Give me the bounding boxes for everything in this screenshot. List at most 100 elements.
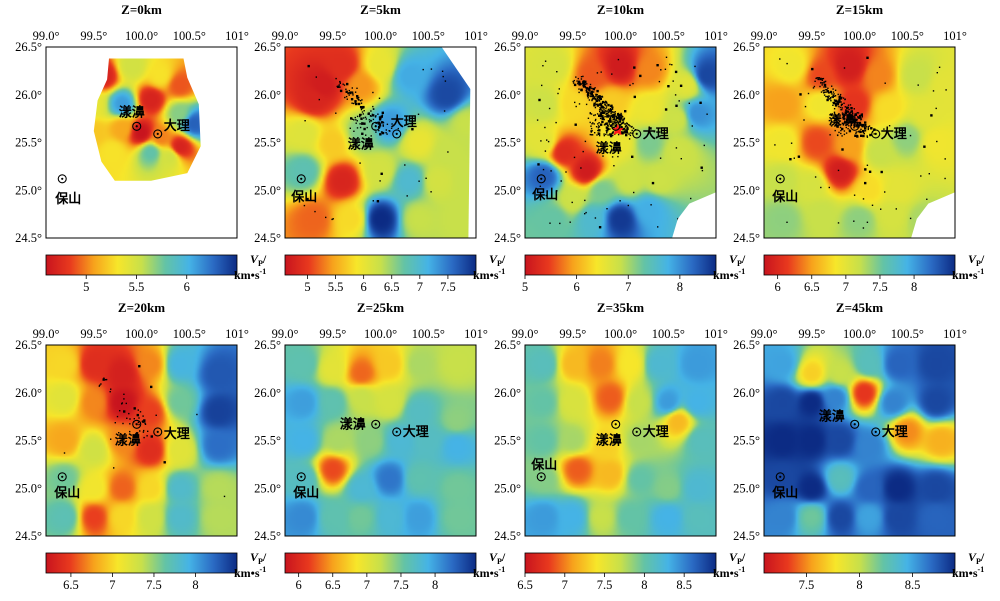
city-marker-icon bbox=[153, 427, 163, 437]
city-label-dali: 大理 bbox=[403, 424, 429, 439]
seismicity-dots bbox=[63, 365, 226, 498]
lon-tick-label: 99.0° bbox=[512, 29, 539, 43]
velocity-heatmap bbox=[764, 345, 955, 536]
lon-tick-label: 99.0° bbox=[33, 327, 60, 341]
city-marker-icon bbox=[371, 419, 381, 429]
lon-tick-label: 100.0° bbox=[364, 327, 397, 341]
lon-tick-label: 99.0° bbox=[33, 29, 60, 43]
panel-frame bbox=[763, 46, 956, 239]
panel-frame bbox=[763, 344, 956, 537]
colorbar-tick-label: 7.5 bbox=[872, 280, 888, 294]
city-label-baoshan: 保山 bbox=[53, 485, 80, 500]
colorbar-unit-label: VP/ bbox=[250, 252, 267, 268]
panel-title: Z=20km bbox=[118, 300, 165, 315]
city-label-yangbi: 漾濞 bbox=[348, 136, 374, 151]
lat-tick-label: 25.5° bbox=[494, 434, 521, 448]
city-marker-icon bbox=[871, 427, 881, 437]
colorbar-unit-label: km•s-1 bbox=[713, 267, 745, 282]
city-label-baoshan: 保山 bbox=[531, 187, 558, 202]
lat-tick-label: 24.5° bbox=[254, 231, 281, 245]
colorbar-unit-label: VP/ bbox=[968, 252, 985, 268]
velocity-heatmap bbox=[764, 47, 955, 238]
colorbar-tick-label: 8 bbox=[911, 280, 917, 294]
colorbar-tick-label: 8 bbox=[641, 578, 647, 592]
lat-tick-label: 25.0° bbox=[15, 481, 42, 495]
lat-tick-label: 25.5° bbox=[15, 434, 42, 448]
colorbar: 5 5.5 6 6.5 7 7.5 VP/km•s-1 bbox=[284, 252, 506, 294]
city-marker-icon bbox=[632, 129, 642, 139]
lon-tick-label: 99.5° bbox=[798, 327, 825, 341]
map-panel-7: Z=35km 99.0° 99.5° 100.0° 100.5° 101° 26.5° 26.… bbox=[494, 300, 746, 592]
colorbar-tick-label: 7.5 bbox=[440, 280, 456, 294]
lon-tick-label: 100.5° bbox=[173, 29, 206, 43]
lat-tick-label: 24.5° bbox=[494, 231, 521, 245]
panel-title: Z=45km bbox=[836, 300, 883, 315]
city-label-yangbi: 漾濞 bbox=[119, 104, 145, 119]
city-label-baoshan: 保山 bbox=[530, 457, 557, 472]
lat-tick-label: 26.0° bbox=[254, 386, 281, 400]
lon-tick-label: 99.5° bbox=[319, 29, 346, 43]
city-marker-icon bbox=[850, 121, 860, 131]
lon-tick-label: 101° bbox=[225, 29, 249, 43]
city-label-yangbi: 漾濞 bbox=[596, 432, 622, 447]
lon-tick-label: 100.0° bbox=[364, 29, 397, 43]
colorbar: 7.5 8 8.5 VP/km•s-1 bbox=[763, 550, 985, 592]
city-label-yangbi: 漾濞 bbox=[819, 408, 845, 423]
colorbar-tick-label: 7 bbox=[109, 578, 115, 592]
map-panel-6: Z=25km 99.0° 99.5° 100.0° 100.5° 101° 26.5° 26.… bbox=[254, 300, 506, 592]
lat-tick-label: 24.5° bbox=[733, 231, 760, 245]
lon-tick-label: 101° bbox=[464, 29, 488, 43]
colorbar-tick-label: 6.5 bbox=[63, 578, 79, 592]
velocity-heatmap bbox=[525, 47, 716, 238]
city-marker-icon bbox=[392, 427, 402, 437]
city-marker-icon bbox=[132, 121, 142, 131]
map-panel-5: Z=20km 99.0° 99.5° 100.0° 100.5° 101° 26.5° 26.… bbox=[15, 300, 267, 592]
city-marker-icon bbox=[536, 174, 546, 184]
map-panel-2: Z=5km 99.0° 99.5° 100.0° 100.5° 101° 26.5° 26.0… bbox=[254, 2, 506, 294]
colorbar-tick-label: 8 bbox=[677, 280, 683, 294]
lon-tick-label: 100.5° bbox=[891, 327, 924, 341]
colorbar-tick-label: 7 bbox=[625, 280, 631, 294]
lon-tick-label: 99.0° bbox=[512, 327, 539, 341]
lat-tick-label: 26.0° bbox=[494, 386, 521, 400]
city-label-baoshan: 保山 bbox=[771, 485, 798, 500]
lon-tick-label: 100.0° bbox=[125, 29, 158, 43]
lat-tick-label: 25.5° bbox=[733, 136, 760, 150]
colorbar-tick-label: 6.5 bbox=[384, 280, 400, 294]
colorbar-tick-label: 7 bbox=[364, 578, 370, 592]
lon-tick-label: 99.5° bbox=[80, 29, 107, 43]
colorbar-unit-label: km•s-1 bbox=[473, 565, 505, 580]
city-marker-icon bbox=[775, 472, 785, 482]
colorbar-unit-label: VP/ bbox=[250, 550, 267, 566]
colorbar-unit-label: km•s-1 bbox=[713, 565, 745, 580]
colorbar-tick-label: 8 bbox=[432, 578, 438, 592]
lon-tick-label: 100.5° bbox=[412, 29, 445, 43]
lat-tick-label: 25.0° bbox=[254, 481, 281, 495]
lon-tick-label: 100.5° bbox=[891, 29, 924, 43]
colorbar-unit-label: km•s-1 bbox=[234, 267, 266, 282]
colorbar-tick-label: 6 bbox=[184, 280, 190, 294]
lat-tick-label: 24.5° bbox=[254, 529, 281, 543]
lat-tick-label: 26.5° bbox=[733, 338, 760, 352]
lon-tick-label: 100.0° bbox=[604, 29, 637, 43]
city-marker-icon bbox=[57, 472, 67, 482]
city-label-dali: 大理 bbox=[881, 126, 907, 141]
colorbar-tick-label: 8.5 bbox=[905, 578, 921, 592]
lon-tick-label: 100.0° bbox=[125, 327, 158, 341]
panel-frame bbox=[284, 344, 477, 537]
lat-tick-label: 25.0° bbox=[733, 183, 760, 197]
lat-tick-label: 25.0° bbox=[254, 183, 281, 197]
colorbar: 6 6.5 7 7.5 8 VP/km•s-1 bbox=[763, 252, 985, 294]
lat-tick-label: 26.0° bbox=[494, 88, 521, 102]
city-label-baoshan: 保山 bbox=[290, 189, 317, 204]
lat-tick-label: 24.5° bbox=[494, 529, 521, 543]
city-label-baoshan: 保山 bbox=[771, 189, 798, 204]
lat-tick-label: 25.0° bbox=[494, 481, 521, 495]
city-marker-icon bbox=[132, 419, 142, 429]
colorbar: 5 5.5 6 VP/km•s-1 bbox=[45, 252, 267, 294]
colorbar-unit-label: km•s-1 bbox=[952, 565, 984, 580]
lat-tick-label: 25.0° bbox=[494, 183, 521, 197]
velocity-heatmap bbox=[285, 345, 476, 536]
colorbar-unit-label: VP/ bbox=[729, 550, 746, 566]
map-panel-3: Z=10km 99.0° 99.5° 100.0° 100.5° 101° 26.5° 26.… bbox=[494, 2, 746, 294]
